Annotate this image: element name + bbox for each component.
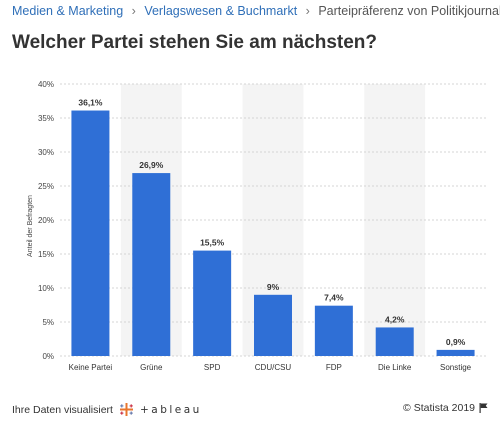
footer: Ihre Daten visualisiert +ableau © Statis…	[12, 402, 488, 418]
flag-icon[interactable]	[479, 403, 488, 413]
breadcrumb-link-medien-marketing[interactable]: Medien & Marketing	[12, 4, 124, 18]
bar-1	[71, 110, 110, 356]
breadcrumb-link-verlagswesen[interactable]: Verlagswesen & Buchmarkt	[144, 4, 298, 18]
copyright: © Statista 2019	[403, 402, 488, 414]
x-tick-label: SPD	[204, 363, 221, 372]
bar-7	[436, 349, 475, 356]
bar-5	[314, 305, 353, 356]
copyright-text: © Statista 2019	[403, 402, 475, 414]
value-label: 26,9%	[139, 160, 164, 170]
value-label: 4,2%	[385, 314, 405, 324]
bar-3	[193, 250, 232, 356]
y-tick-label: 35%	[38, 114, 54, 123]
x-axis-labels: Keine Partei Grüne SPD CDU/CSU FDP Die Linke S…	[69, 363, 472, 372]
page-title: Welcher Partei stehen Sie am nächsten?	[12, 32, 378, 53]
tableau-wordmark: +ableau	[139, 403, 202, 416]
tableau-promo[interactable]: Ihre Daten visualisiert +ableau	[12, 402, 202, 417]
value-label: 15,5%	[200, 238, 225, 248]
value-label: 36,1%	[78, 98, 103, 108]
y-tick-label: 5%	[42, 318, 54, 327]
visualize-text: Ihre Daten visualisiert	[12, 403, 113, 416]
value-label: 9%	[267, 282, 280, 292]
value-labels: 36,1% 26,9% 15,5% 9% 7,4% 4,2% 0,9%	[78, 98, 465, 347]
breadcrumb-separator: ›	[131, 4, 136, 18]
value-label: 0,9%	[446, 337, 466, 347]
y-tick-label: 10%	[38, 284, 54, 293]
y-axis-ticks: 0% 5% 10% 15% 20% 25% 30% 35% 40%	[38, 80, 54, 361]
tableau-logo-icon	[119, 403, 133, 416]
y-tick-label: 20%	[38, 216, 54, 225]
y-tick-label: 30%	[38, 148, 54, 157]
y-tick-label: 40%	[38, 80, 54, 89]
y-tick-label: 15%	[38, 250, 54, 259]
bar-6	[375, 327, 414, 356]
column-stripe	[364, 84, 426, 356]
value-label: 7,4%	[324, 293, 344, 303]
x-tick-label: Sonstige	[440, 363, 472, 372]
bar-chart: 0% 5% 10% 15% 20% 25% 30% 35% 40% 36,1% 26,9% 15,5…	[27, 80, 486, 372]
y-axis-title: Anteil der Befragten	[27, 195, 34, 257]
bars	[71, 110, 475, 356]
breadcrumb-current: Parteipräferenz von Politikjournalisten …	[318, 4, 500, 18]
breadcrumb: Medien & Marketing › Verlagswesen & Buch…	[12, 4, 500, 18]
x-tick-label: Keine Partei	[69, 363, 113, 372]
bar-4	[254, 294, 292, 356]
x-tick-label: Die Linke	[378, 363, 412, 372]
bar-2	[132, 173, 171, 356]
x-tick-label: Grüne	[140, 363, 163, 372]
y-tick-label: 25%	[38, 182, 54, 191]
y-tick-label: 0%	[42, 352, 54, 361]
x-tick-label: FDP	[326, 363, 342, 372]
breadcrumb-separator: ›	[305, 4, 310, 18]
x-tick-label: CDU/CSU	[255, 363, 292, 372]
